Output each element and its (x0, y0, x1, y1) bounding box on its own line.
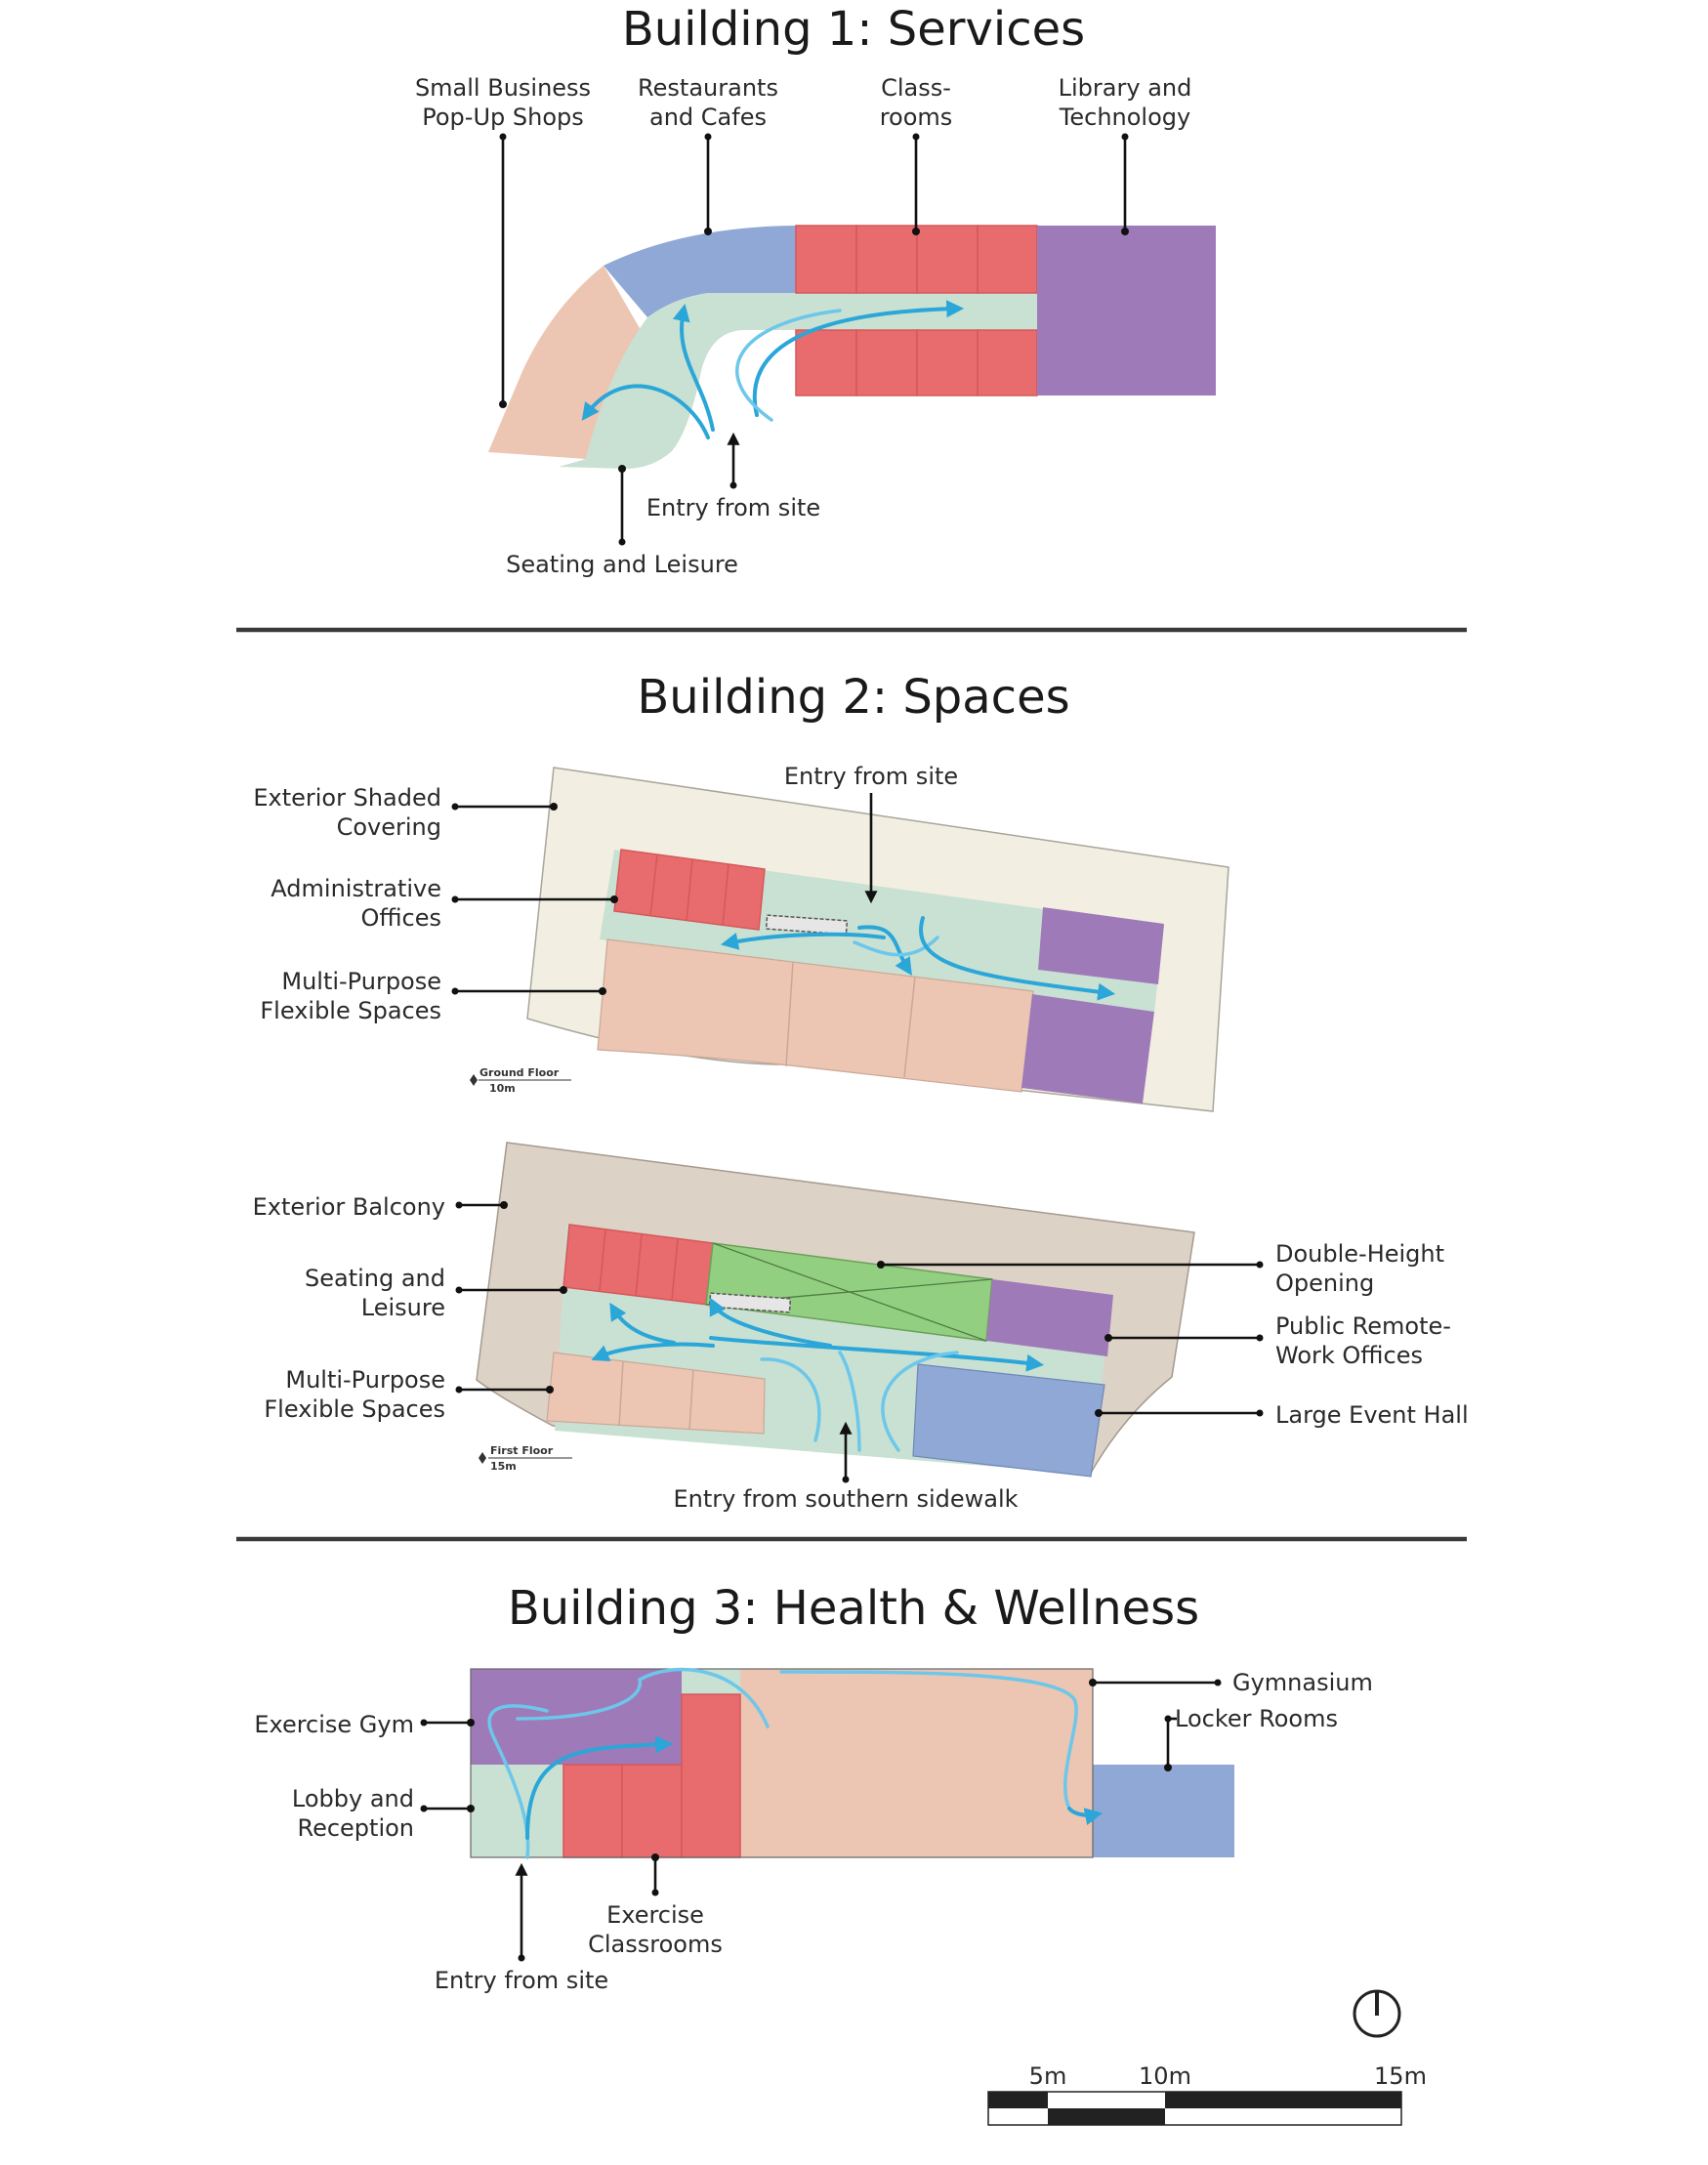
stair-icon (765, 914, 849, 936)
popup-shops-zone (488, 266, 647, 459)
label-shade-line2: Covering (337, 813, 441, 841)
lobby-zone (471, 1765, 563, 1857)
leaders-ff (455, 1201, 1264, 1483)
leaders-gf (451, 793, 878, 995)
label-exercise-classrooms-line1: Exercise (606, 1901, 704, 1929)
label-lobby-line1: Lobby and (292, 1785, 414, 1812)
building-1: Building 1: Services (415, 2, 1216, 578)
label-multi-gf-line2: Flexible Spaces (260, 997, 441, 1024)
scale-label-10m: 10m (1139, 2062, 1191, 2090)
gymnasium-zone (740, 1669, 1093, 1857)
label-shade-line1: Exterior Shaded (253, 784, 441, 812)
label-entry-gf: Entry from site (784, 763, 958, 790)
label-popup-line2: Pop-Up Shops (422, 104, 584, 131)
label-balcony: Exterior Balcony (253, 1193, 445, 1221)
remote-offices-ff (986, 1279, 1113, 1356)
building-2-ground-floor: Entry from site Exterior Shaded Covering… (253, 763, 1229, 1112)
scale-label-15m: 15m (1374, 2062, 1427, 2090)
label-classrooms-line1: Class- (881, 74, 951, 102)
flow-arrows-gf (720, 916, 1116, 1001)
flow-arrows-b3 (487, 1667, 1104, 1859)
label-seating-ff-line1: Seating and (305, 1265, 445, 1292)
locker-rooms-zone (1093, 1765, 1234, 1857)
label-entry-b3: Entry from site (435, 1967, 608, 1994)
label-entry-ff: Entry from southern sidewalk (673, 1485, 1018, 1513)
label-lobby-line2: Reception (297, 1814, 414, 1842)
flow-arrows-b1 (581, 300, 965, 439)
label-double-line1: Double-Height (1275, 1240, 1444, 1268)
svg-text:First Floor: First Floor (490, 1444, 554, 1457)
label-library-line1: Library and (1059, 74, 1192, 102)
exercise-classrooms-zone (562, 1693, 741, 1858)
label-admin-line2: Offices (360, 904, 441, 932)
label-classrooms-line2: rooms (880, 104, 953, 131)
label-seating-b1: Seating and Leisure (506, 551, 738, 578)
purple-room-gf-bottom (1021, 994, 1154, 1103)
floor-marker-ff: First Floor 15m (479, 1444, 572, 1473)
building-2-first-floor: Exterior Balcony Seating and Leisure Mul… (253, 1142, 1469, 1513)
flex-spaces-gf (597, 938, 1034, 1093)
label-remote-line2: Work Offices (1275, 1342, 1423, 1369)
building-2-title: Building 2: Spaces (637, 670, 1069, 725)
building-3-title: Building 3: Health & Wellness (508, 1581, 1199, 1636)
label-multi-gf-line1: Multi-Purpose (281, 968, 441, 995)
restaurants-zone (604, 226, 796, 317)
label-restaurants-line2: and Cafes (649, 104, 767, 131)
scale-label-5m: 5m (1029, 2062, 1067, 2090)
label-double-line2: Opening (1275, 1270, 1374, 1297)
svg-text:Ground Floor: Ground Floor (479, 1066, 560, 1079)
label-entry-b1: Entry from site (646, 494, 820, 521)
flex-spaces-ff (546, 1352, 766, 1435)
label-library-line2: Technology (1059, 104, 1190, 131)
label-event-hall: Large Event Hall (1275, 1401, 1469, 1429)
svg-text:15m: 15m (490, 1460, 517, 1473)
building-1-title: Building 1: Services (622, 2, 1085, 57)
label-locker-rooms: Locker Rooms (1175, 1705, 1338, 1732)
leaders-b1 (499, 133, 1129, 546)
label-seating-ff-line2: Leisure (361, 1294, 445, 1321)
flow-arrows-ff (591, 1297, 1045, 1452)
building-2: Building 2: Spaces (253, 670, 1469, 1513)
event-hall-ff (912, 1363, 1105, 1478)
label-admin-line1: Administrative (271, 875, 441, 902)
label-exercise-classrooms-line2: Classrooms (588, 1931, 723, 1958)
label-multi-ff-line1: Multi-Purpose (285, 1366, 445, 1394)
building-3: Building 3: Health & Wellness (254, 1581, 1373, 1994)
label-multi-ff-line2: Flexible Spaces (264, 1395, 445, 1423)
classrooms-top (795, 225, 1038, 294)
stair-icon-ff (708, 1292, 792, 1313)
svg-text:10m: 10m (489, 1082, 516, 1095)
library-zone (1037, 226, 1216, 396)
label-exercise-gym: Exercise Gym (254, 1711, 414, 1738)
label-popup-line1: Small Business (415, 74, 591, 102)
circulation-b1 (559, 293, 1037, 469)
floor-marker-gf: Ground Floor 10m (470, 1066, 571, 1095)
label-remote-line1: Public Remote- (1275, 1312, 1451, 1340)
label-restaurants-line1: Restaurants (638, 74, 778, 102)
label-gymnasium: Gymnasium (1232, 1669, 1373, 1696)
leaders-b3 (420, 1679, 1222, 1962)
scale-bar: 5m 10m 15m (987, 2062, 1427, 2126)
classrooms-bottom (795, 329, 1038, 396)
purple-room-gf-top (1038, 907, 1164, 984)
north-arrow-icon (1353, 1989, 1401, 2038)
